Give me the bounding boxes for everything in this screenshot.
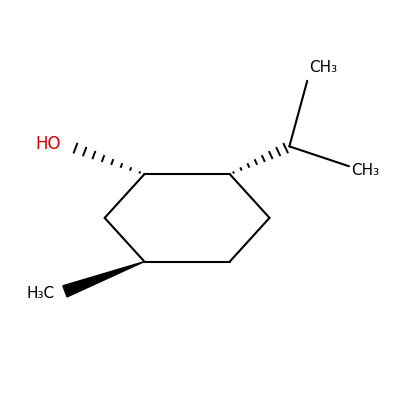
- Text: HO: HO: [36, 135, 61, 153]
- Text: CH₃: CH₃: [351, 163, 379, 178]
- Text: H₃C: H₃C: [27, 286, 55, 301]
- Polygon shape: [63, 262, 144, 297]
- Text: CH₃: CH₃: [309, 60, 337, 75]
